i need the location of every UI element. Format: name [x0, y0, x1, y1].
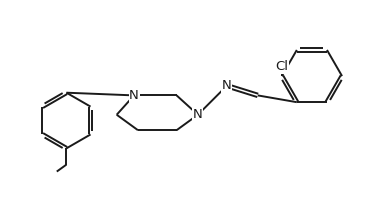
Text: N: N: [222, 79, 232, 92]
Text: N: N: [129, 89, 139, 102]
Text: N: N: [193, 108, 203, 121]
Text: Cl: Cl: [275, 60, 288, 73]
